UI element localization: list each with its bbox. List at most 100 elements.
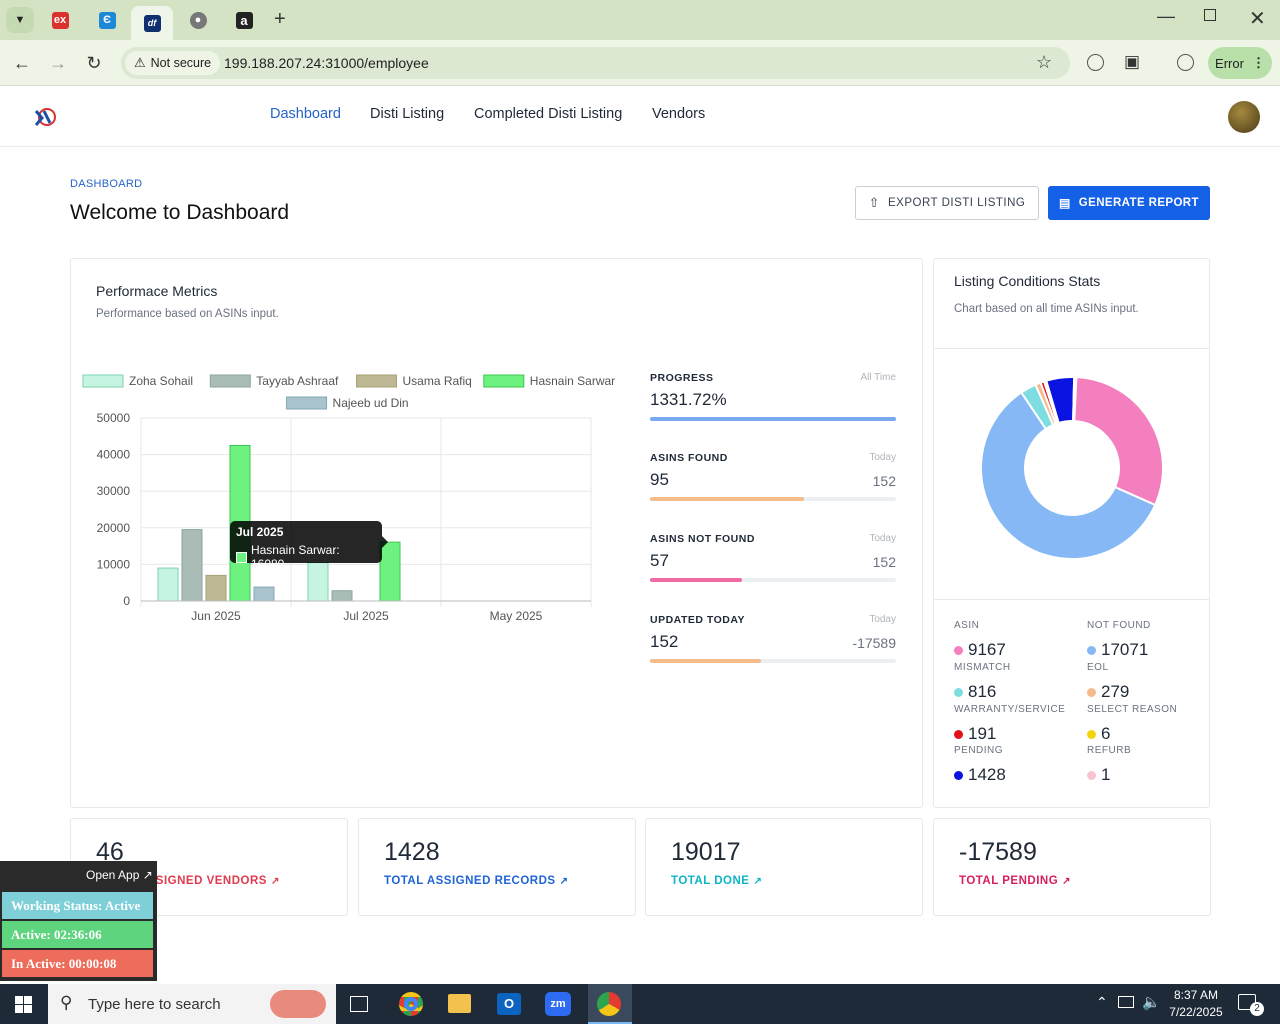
legend-label[interactable]: Usama Rafiq bbox=[403, 374, 472, 388]
active-timer: Active: 02:36:06 bbox=[2, 921, 153, 948]
security-chip[interactable]: ⚠ Not secure bbox=[125, 51, 221, 75]
donut-slice-asin[interactable] bbox=[1071, 375, 1164, 507]
donut-slice-refurb[interactable] bbox=[1072, 376, 1078, 423]
stat-value-row: 17071 bbox=[1087, 640, 1148, 660]
reload-icon[interactable]: ↻ bbox=[86, 52, 102, 73]
bar-najeeb-ud-din[interactable] bbox=[253, 586, 275, 602]
profile-icon[interactable] bbox=[1177, 54, 1194, 71]
forward-arrow-icon[interactable]: → bbox=[49, 52, 67, 73]
nav-dashboard[interactable]: Dashboard bbox=[270, 106, 341, 122]
legend-label[interactable]: Najeeb ud Din bbox=[333, 396, 409, 410]
profile-error-chip[interactable]: Error ⋮ bbox=[1208, 47, 1272, 79]
divider bbox=[934, 348, 1209, 349]
metric-value: 57 bbox=[650, 551, 669, 570]
total-label: TOTAL ASSIGNED RECORDS bbox=[384, 875, 556, 887]
divider bbox=[934, 599, 1209, 600]
tooltip-title: Jul 2025 bbox=[236, 525, 284, 539]
metric-label: ASINS NOT FOUND bbox=[650, 533, 755, 545]
tab-ex[interactable]: ex bbox=[42, 7, 78, 33]
file-explorer-icon[interactable] bbox=[448, 994, 471, 1013]
metric-value: 95 bbox=[650, 470, 669, 489]
stat-value: 279 bbox=[1101, 682, 1130, 701]
total-link[interactable]: TOTAL PENDING ↗ bbox=[959, 875, 1071, 887]
kebab-menu-icon: ⋮ bbox=[1251, 55, 1265, 70]
stat-label: ASIN bbox=[954, 620, 980, 631]
export-disti-listing-button[interactable]: ⇧ EXPORT DISTI LISTING bbox=[855, 186, 1039, 220]
donut-slice-not-found[interactable] bbox=[980, 391, 1157, 560]
metric-progress-fill bbox=[650, 497, 804, 501]
metric-label: ASINS FOUND bbox=[650, 452, 728, 464]
legend-swatch bbox=[483, 374, 525, 388]
tab-amazon[interactable]: a bbox=[226, 7, 262, 33]
tray-chevron-up-icon[interactable]: ⌃ bbox=[1096, 994, 1108, 1010]
nav-disti-listing[interactable]: Disti Listing bbox=[370, 106, 445, 122]
nav-vendors[interactable]: Vendors bbox=[652, 106, 706, 122]
network-icon[interactable] bbox=[1118, 996, 1134, 1008]
tab-df[interactable]: df bbox=[131, 6, 173, 40]
tab-globe[interactable]: ● bbox=[180, 7, 216, 33]
chrome-active-taskbar-item[interactable] bbox=[588, 984, 632, 1024]
new-tab-plus-icon[interactable]: + bbox=[274, 8, 286, 30]
back-arrow-icon[interactable]: ← bbox=[13, 52, 31, 73]
bar-hasnain-sarwar[interactable] bbox=[379, 541, 401, 602]
task-view-icon[interactable] bbox=[350, 996, 368, 1012]
windows-start-icon[interactable] bbox=[15, 996, 32, 1013]
total-link[interactable]: TOTAL DONE ↗ bbox=[671, 875, 762, 887]
taskbar-search-box[interactable]: ⚲ Type here to search bbox=[48, 984, 336, 1024]
chart-tooltip: Jul 2025 Hasnain Sarwar: 16080 bbox=[230, 521, 382, 571]
metric-total: 152 bbox=[872, 554, 896, 570]
bookmark-star-icon[interactable]: ☆ bbox=[1036, 52, 1053, 72]
bar-usama-rafiq[interactable] bbox=[205, 574, 227, 602]
performance-subtitle: Performance based on ASINs input. bbox=[96, 308, 279, 320]
tab-blue-app[interactable]: Є bbox=[89, 7, 125, 33]
y-tick-label: 10000 bbox=[97, 557, 131, 571]
df-favicon-icon: df bbox=[143, 14, 161, 32]
stat-value: 1428 bbox=[968, 765, 1006, 784]
volume-icon[interactable]: 🔈 bbox=[1142, 994, 1161, 1011]
total-label: TOTAL PENDING bbox=[959, 875, 1059, 887]
zoom-icon[interactable]: zm bbox=[545, 992, 571, 1016]
outlook-icon[interactable]: O bbox=[497, 993, 521, 1015]
security-label: Not secure bbox=[150, 56, 212, 70]
legend-label[interactable]: Zoha Sohail bbox=[129, 374, 193, 388]
extensions-puzzle-icon[interactable]: ▣ bbox=[1124, 52, 1141, 71]
user-avatar[interactable] bbox=[1228, 101, 1260, 133]
metric-progress-fill bbox=[650, 417, 896, 421]
taskbar-clock[interactable]: 8:37 AM 7/22/2025 bbox=[1166, 987, 1226, 1021]
open-app-link[interactable]: Open App ↗ bbox=[86, 868, 153, 882]
url-text[interactable]: 199.188.207.24:31000/employee bbox=[224, 55, 429, 71]
brand-logo-icon[interactable] bbox=[33, 106, 57, 128]
external-link-icon: ↗ bbox=[559, 876, 569, 887]
generate-report-button[interactable]: ▤ GENERATE REPORT bbox=[1048, 186, 1210, 220]
stat-label: EOL bbox=[1087, 662, 1109, 673]
restore-icon[interactable] bbox=[1204, 9, 1216, 21]
listing-donut-chart bbox=[980, 375, 1164, 560]
address-bar[interactable]: ⚠ Not secure 199.188.207.24:31000/employ… bbox=[121, 47, 1070, 79]
minimize-icon[interactable]: — bbox=[1157, 6, 1175, 26]
stat-value: 1 bbox=[1101, 765, 1111, 784]
metric-period: Today bbox=[869, 452, 896, 463]
stat-value: 6 bbox=[1101, 724, 1111, 743]
tab-list-button[interactable]: ▼ bbox=[6, 7, 34, 33]
y-tick-label: 0 bbox=[123, 594, 130, 608]
metric-progress-bar bbox=[650, 417, 896, 421]
legend-label[interactable]: Tayyab Ashraaf bbox=[256, 374, 339, 388]
bar-tayyab-ashraaf[interactable] bbox=[331, 590, 353, 602]
chevron-down-icon: ▼ bbox=[14, 14, 26, 26]
legend-label[interactable]: Hasnain Sarwar bbox=[530, 374, 615, 388]
stat-value: 17071 bbox=[1101, 640, 1149, 659]
legend-dot-icon bbox=[954, 729, 963, 739]
chrome-icon[interactable] bbox=[399, 992, 423, 1016]
total-link[interactable]: TOTAL ASSIGNED RECORDS ↗ bbox=[384, 875, 568, 887]
listing-title: Listing Conditions Stats bbox=[954, 273, 1101, 289]
tooltip-text: Hasnain Sarwar: 16080 bbox=[250, 543, 340, 571]
translate-globe-icon[interactable] bbox=[1087, 54, 1104, 71]
stat-value-row: 9167 bbox=[954, 640, 1006, 660]
total-card bbox=[358, 818, 636, 916]
bar-zoha-sohail[interactable] bbox=[157, 567, 179, 602]
metric-value: 152 bbox=[650, 632, 679, 651]
bar-tayyab-ashraaf[interactable] bbox=[181, 529, 203, 602]
stat-value-row: 191 bbox=[954, 724, 996, 744]
close-icon[interactable]: ✕ bbox=[1249, 8, 1266, 30]
nav-completed-disti-listing[interactable]: Completed Disti Listing bbox=[474, 106, 623, 122]
